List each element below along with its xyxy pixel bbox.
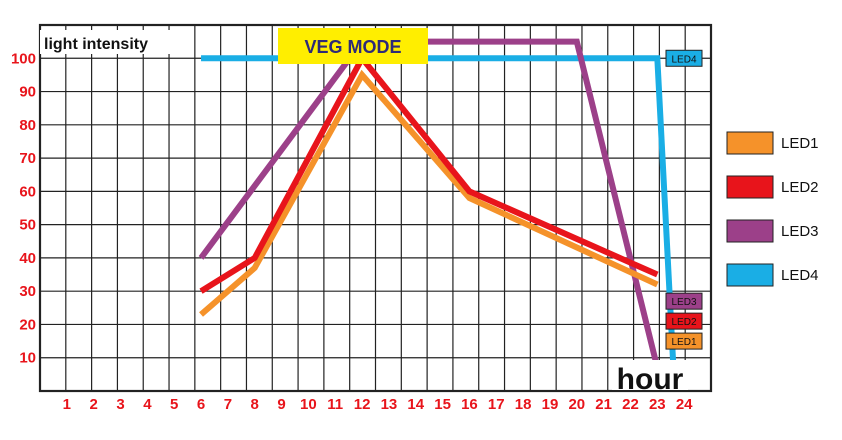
end-tag-led1: LED1: [665, 332, 703, 350]
y-tick-label: 40: [19, 250, 36, 267]
chart-title: VEG MODE: [304, 37, 401, 57]
y-axis-label: light intensity: [44, 36, 148, 53]
y-tick-label: 90: [19, 84, 36, 101]
legend-swatch: [726, 263, 774, 287]
end-tag-led4: LED4: [665, 49, 703, 67]
legend-item-led4: LED4: [726, 263, 819, 287]
x-tick-label: 2: [90, 396, 98, 413]
y-tick-label: 100: [11, 50, 36, 67]
x-tick-label: 18: [515, 396, 532, 413]
y-tick-label: 20: [19, 316, 36, 333]
y-axis-ticks: 10 20 30 40 50 60 70 80 90 100: [11, 50, 36, 366]
series-line-led3: [198, 38, 661, 369]
x-tick-label: 13: [381, 396, 398, 413]
x-axis-label: hour: [617, 363, 684, 396]
x-axis-label-bg: [612, 360, 688, 390]
x-tick-label: 17: [488, 396, 505, 413]
x-tick-label: 20: [568, 396, 585, 413]
end-tag-label: LED3: [671, 297, 696, 308]
x-tick-label: 5: [170, 396, 178, 413]
x-tick-label: 14: [407, 396, 424, 413]
x-tick-label: 19: [542, 396, 559, 413]
legend-item-led2: LED2: [726, 175, 819, 199]
legend-item-led3: LED3: [726, 219, 819, 243]
x-tick-label: 6: [197, 396, 205, 413]
y-tick-label: 80: [19, 117, 36, 134]
x-tick-label: 7: [224, 396, 232, 413]
y-tick-label: 50: [19, 217, 36, 234]
y-tick-label: 60: [19, 183, 36, 200]
plot-border: [38, 23, 713, 393]
end-tag-label: LED4: [671, 54, 696, 65]
x-tick-label: 9: [277, 396, 285, 413]
x-tick-label: 15: [434, 396, 451, 413]
x-tick-label: 4: [143, 396, 152, 413]
end-tag-led3: LED3: [665, 292, 703, 310]
end-tag-box: [665, 49, 703, 67]
chart-title-box: [278, 28, 428, 64]
x-tick-label: 8: [251, 396, 259, 413]
end-tag-box: [665, 332, 703, 350]
chart-grid: [38, 23, 713, 393]
end-tag-box: [665, 292, 703, 310]
series-end-tags: LED4 LED3 LED2 LED1: [665, 49, 703, 350]
x-tick-label: 16: [461, 396, 478, 413]
x-tick-label: 21: [595, 396, 612, 413]
legend-label: LED4: [781, 267, 819, 284]
legend-swatch: [726, 175, 774, 199]
x-axis-ticks: 1 2 3 4 5 6 7 8 9 10 11 12 13 14 15 16 17 18 19 20 21 22 23 24: [63, 396, 693, 413]
legend-label: LED1: [781, 135, 819, 152]
x-tick-label: 1: [63, 396, 71, 413]
end-tag-led2: LED2: [665, 312, 703, 330]
legend-swatch: [726, 219, 774, 243]
y-tick-label: 30: [19, 283, 36, 300]
chart-legend: LED1 LED2 LED3 LED4: [726, 131, 819, 287]
x-tick-label: 10: [300, 396, 317, 413]
series-line-led1: [199, 69, 659, 317]
end-tag-label: LED2: [671, 317, 696, 328]
legend-swatch: [726, 131, 774, 155]
x-tick-label: 23: [649, 396, 666, 413]
x-tick-label: 3: [116, 396, 124, 413]
x-tick-label: 24: [676, 396, 693, 413]
y-tick-label: 70: [19, 150, 36, 167]
legend-item-led1: LED1: [726, 131, 819, 155]
legend-label: LED2: [781, 179, 819, 196]
x-tick-label: 22: [622, 396, 639, 413]
x-tick-label: 11: [327, 396, 343, 413]
y-tick-label: 10: [19, 350, 36, 367]
end-tag-label: LED1: [671, 337, 696, 348]
end-tag-box: [665, 312, 703, 330]
legend-label: LED3: [781, 223, 819, 240]
x-tick-label: 12: [354, 396, 371, 413]
y-axis-label-bg: [40, 30, 190, 54]
